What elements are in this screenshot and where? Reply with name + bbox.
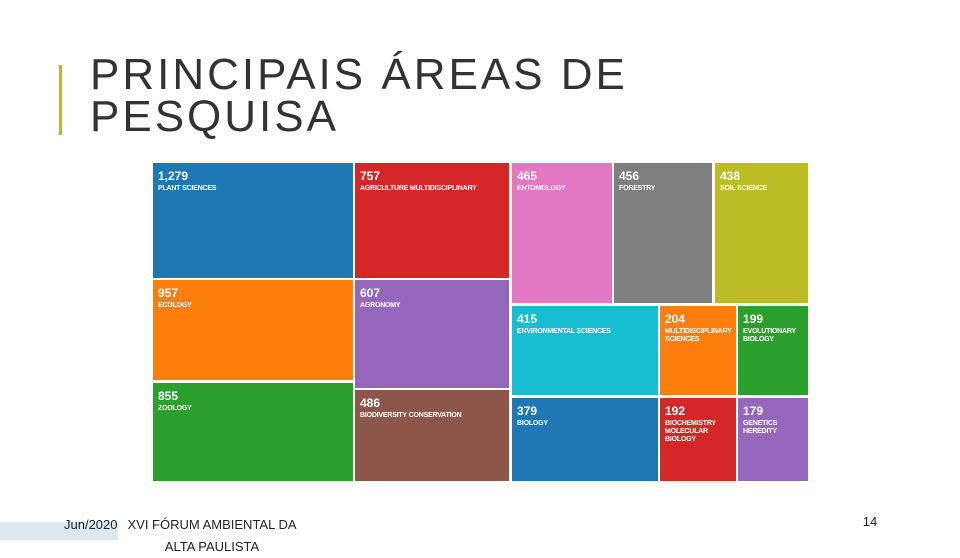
tile: 379 BIOLOGY [512, 398, 658, 481]
category-label: BIOCHEMISTRY MOLECULAR BIOLOGY [665, 420, 716, 443]
tile: 855 ZOOLOGY [153, 383, 353, 481]
category-label: PLANT SCIENCES [158, 185, 217, 192]
category-label: ENTOMOLOGY [517, 185, 566, 192]
category-label: SOIL SCIENCE [720, 185, 767, 192]
value-label: 192 [665, 404, 686, 418]
tile: 1,279 PLANT SCIENCES [153, 163, 353, 278]
category-label: EVOLUTIONARY BIOLOGY [743, 328, 796, 343]
tile: 204 MULTIDISCIPLINARY SCIENCES [660, 306, 736, 395]
category-label: AGRICULTURE MULTIDISCIPLINARY [360, 185, 477, 192]
tile: 192 BIOCHEMISTRY MOLECULAR BIOLOGY [660, 398, 736, 481]
tile: 957 ECOLOGY [153, 280, 353, 380]
page-number: 14 [862, 514, 878, 529]
tile: 179 GENETICS HEREDITY [738, 398, 808, 481]
value-label: 486 [360, 396, 381, 410]
value-label: 1,279 [158, 169, 189, 183]
category-label: ENVIRONMENTAL SCIENCES [517, 328, 611, 335]
value-label: 204 [665, 312, 686, 326]
value-label: 465 [517, 169, 538, 183]
value-label: 415 [517, 312, 538, 326]
category-label: GENETICS HEREDITY [743, 420, 778, 435]
category-label: FORESTRY [619, 185, 656, 192]
footer-text: XVI FÓRUM AMBIENTAL DA ALTA PAULISTA [127, 517, 297, 554]
tile: 438 SOIL SCIENCE [715, 163, 808, 303]
category-label: AGRONOMY [360, 302, 401, 309]
tile: 199 EVOLUTIONARY BIOLOGY [738, 306, 808, 395]
tile: 456 FORESTRY [614, 163, 712, 303]
value-label: 379 [517, 404, 538, 418]
footer-band [0, 522, 118, 540]
value-label: 438 [720, 169, 741, 183]
value-label: 199 [743, 312, 764, 326]
tile: 757 AGRICULTURE MULTIDISCIPLINARY [355, 163, 509, 278]
value-label: 855 [158, 389, 179, 403]
category-label: BIODIVERSITY CONSERVATION [360, 412, 462, 419]
category-label: MULTIDISCIPLINARY SCIENCES [665, 328, 732, 343]
accent-bar [59, 65, 62, 135]
value-label: 957 [158, 286, 179, 300]
slide: PRINCIPAIS ÁREAS DE PESQUISA 1,279 PLANT … [0, 50, 878, 554]
category-label: ECOLOGY [158, 302, 192, 309]
treemap: 1,279 PLANT SCIENCES 757 AGRICULTURE MULTID… [153, 163, 808, 481]
category-label: BIOLOGY [517, 420, 548, 427]
footer-date: Jun/2020 [64, 517, 118, 532]
value-label: 456 [619, 169, 640, 183]
tile: 607 AGRONOMY [355, 280, 509, 388]
value-label: 179 [743, 404, 764, 418]
slide-title: PRINCIPAIS ÁREAS DE PESQUISA [90, 50, 628, 141]
value-label: 757 [360, 169, 381, 183]
tile: 415 ENVIRONMENTAL SCIENCES [512, 306, 658, 395]
tile: 465 ENTOMOLOGY [512, 163, 612, 303]
category-label: ZOOLOGY [158, 405, 192, 412]
value-label: 607 [360, 286, 381, 300]
tile: 486 BIODIVERSITY CONSERVATION [355, 390, 509, 481]
